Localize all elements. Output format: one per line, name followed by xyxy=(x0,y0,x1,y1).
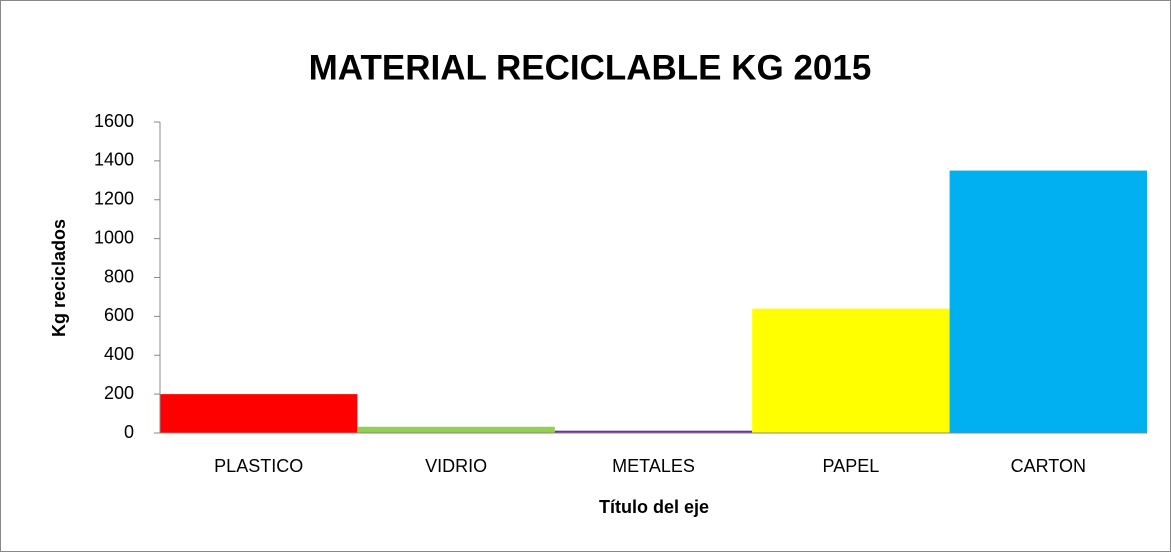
y-tick-label: 1000 xyxy=(94,227,134,247)
bar xyxy=(949,170,1147,433)
y-tick-label: 1600 xyxy=(94,111,134,131)
y-tick-label: 400 xyxy=(104,344,134,364)
chart-title: MATERIAL RECICLABLE KG 2015 xyxy=(309,48,872,87)
x-tick-label: VIDRIO xyxy=(425,456,487,476)
x-tick-label: METALES xyxy=(612,456,695,476)
y-tick-label: 1400 xyxy=(94,150,134,170)
bar xyxy=(160,394,358,433)
y-tick-label: 1200 xyxy=(94,189,134,209)
y-tick-label: 0 xyxy=(124,422,134,442)
x-axis-label: Título del eje xyxy=(599,497,709,517)
y-tick-label: 600 xyxy=(104,305,134,325)
x-tick-label: CARTON xyxy=(1011,456,1086,476)
x-tick-label: PAPEL xyxy=(823,456,880,476)
y-tick-label: 800 xyxy=(104,266,134,286)
bar xyxy=(357,426,555,433)
bar xyxy=(554,430,753,433)
bar xyxy=(752,308,950,433)
y-tick-label: 200 xyxy=(104,383,134,403)
x-tick-label: PLASTICO xyxy=(214,456,303,476)
y-axis-label: Kg reciclados xyxy=(49,219,69,337)
